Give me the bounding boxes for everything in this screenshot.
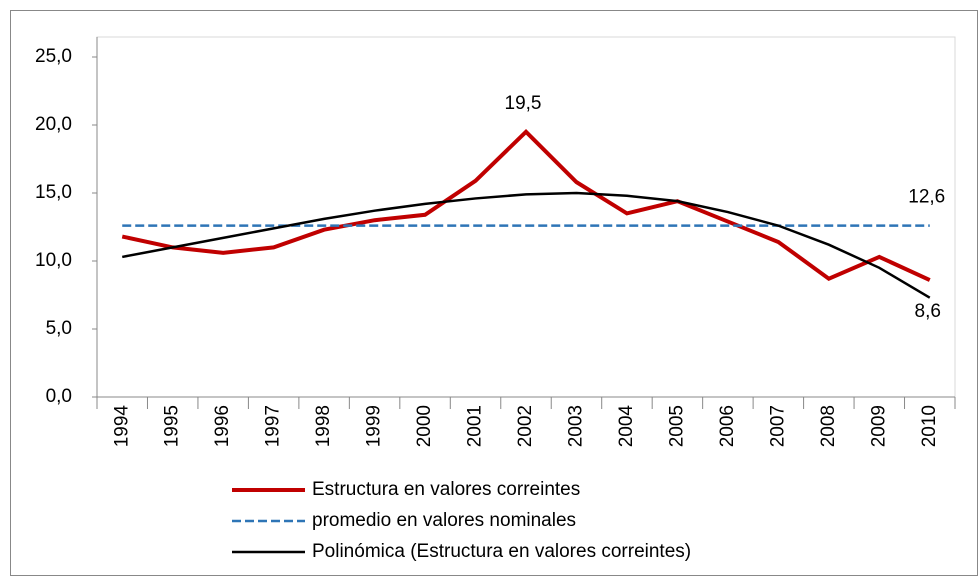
x-tick-label: 1996 bbox=[212, 405, 233, 447]
x-tick-label: 2002 bbox=[515, 405, 536, 447]
y-tick-label: 10,0 bbox=[35, 250, 72, 271]
x-tick-label: 1998 bbox=[313, 405, 334, 447]
y-tick-label: 5,0 bbox=[46, 318, 72, 339]
x-tick-label: 2010 bbox=[919, 405, 940, 447]
series-line bbox=[122, 191, 931, 299]
data-label: 12,6 bbox=[908, 187, 945, 208]
x-tick-label: 2005 bbox=[666, 405, 687, 447]
x-tick-label: 2006 bbox=[717, 405, 738, 447]
data-label: 8,6 bbox=[915, 301, 941, 322]
x-tick-label: 2007 bbox=[767, 405, 788, 447]
series-line bbox=[121, 128, 931, 282]
y-tick-label: 15,0 bbox=[35, 182, 72, 203]
x-tick-label: 1997 bbox=[263, 405, 284, 447]
x-tick-label: 2000 bbox=[414, 405, 435, 447]
x-tick-label: 2009 bbox=[868, 405, 889, 447]
y-tick-label: 0,0 bbox=[46, 386, 72, 407]
y-tick-label: 25,0 bbox=[35, 46, 72, 67]
x-tick-label: 2001 bbox=[465, 405, 486, 447]
x-tick-label: 2004 bbox=[616, 405, 637, 448]
legend-label: Estructura en valores correintes bbox=[312, 479, 580, 500]
x-tick-label: 1994 bbox=[111, 405, 132, 448]
x-tick-label: 1995 bbox=[162, 405, 183, 447]
x-tick-label: 2008 bbox=[818, 405, 839, 447]
chart-frame bbox=[10, 10, 978, 576]
legend-label: Polinómica (Estructura en valores correi… bbox=[312, 541, 691, 562]
legend-label: promedio en valores nominales bbox=[312, 510, 576, 531]
data-label: 19,5 bbox=[505, 93, 542, 114]
x-tick-label: 1999 bbox=[364, 405, 385, 447]
y-tick-label: 20,0 bbox=[35, 114, 72, 135]
x-tick-label: 2003 bbox=[565, 405, 586, 447]
